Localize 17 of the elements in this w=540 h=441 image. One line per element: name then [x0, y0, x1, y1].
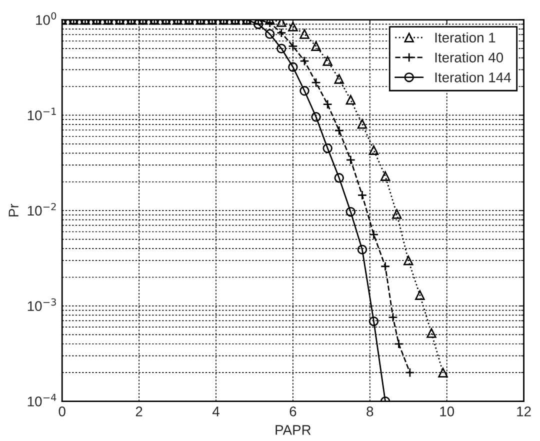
- y-tick-label: 10$^{0}$: [36, 12, 56, 25]
- y-tick-label: 10$^{−4}$: [28, 394, 56, 406]
- y-axis-title: Pr: [8, 204, 18, 216]
- y-tick-label: 10$^{−3}$: [28, 298, 56, 312]
- legend-label: Iteration 40: [435, 52, 504, 62]
- x-tick-label: 12: [517, 406, 531, 416]
- x-tick-label: 0: [58, 406, 66, 416]
- x-tick-label: 2: [136, 406, 142, 416]
- x-tick-label: 8: [366, 406, 374, 416]
- x-tick-label: 10: [440, 406, 454, 416]
- y-tick-label: 10$^{−2}$: [28, 202, 56, 216]
- legend-label: Iteration 144: [435, 72, 511, 82]
- x-tick-label: 6: [290, 406, 296, 416]
- y-tick-label: 10$^{−1}$: [28, 108, 56, 120]
- legend-label: Iteration 1: [435, 32, 496, 43]
- x-axis-title: PAPR: [276, 425, 311, 435]
- x-tick-label: 4: [212, 406, 220, 416]
